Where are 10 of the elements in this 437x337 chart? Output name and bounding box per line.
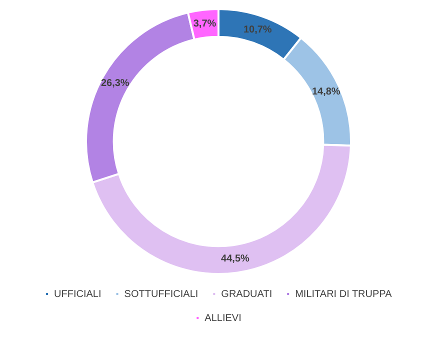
- legend-label: MILITARI DI TRUPPA: [295, 288, 392, 300]
- legend-label: GRADUATI: [221, 288, 272, 300]
- data-label: 44,5%: [221, 254, 250, 265]
- data-label: 26,3%: [100, 78, 130, 90]
- data-label: 14,8%: [312, 86, 340, 98]
- legend-label: SOTTUFFICIALI: [124, 288, 198, 300]
- data-label: 3,7%: [193, 18, 216, 30]
- legend-label: UFFICIALI: [54, 288, 102, 300]
- legend-label: ALLIEVI: [204, 312, 242, 324]
- data-label: 10,7%: [243, 24, 272, 36]
